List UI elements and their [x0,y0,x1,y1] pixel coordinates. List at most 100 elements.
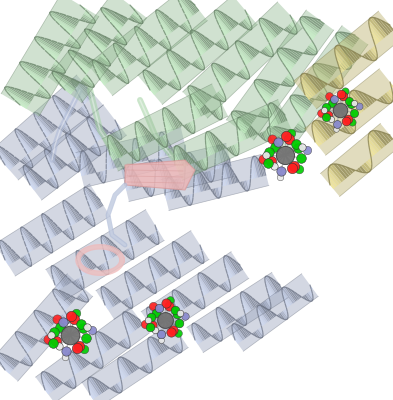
Polygon shape [258,306,270,321]
Polygon shape [22,236,32,252]
Polygon shape [153,184,155,188]
Polygon shape [163,110,173,131]
Polygon shape [321,90,329,97]
Polygon shape [137,139,143,162]
Polygon shape [293,128,300,132]
Point [338,91,344,97]
Polygon shape [84,12,93,18]
Polygon shape [72,371,75,376]
Polygon shape [242,316,246,323]
Polygon shape [345,57,351,63]
Polygon shape [131,164,132,168]
Polygon shape [79,277,84,285]
Point [172,307,178,313]
Polygon shape [259,133,264,140]
Polygon shape [48,120,57,129]
Polygon shape [266,288,272,297]
Polygon shape [163,108,174,130]
Polygon shape [97,48,103,53]
Polygon shape [336,45,353,65]
Point [147,314,154,320]
Polygon shape [97,196,103,206]
Polygon shape [241,42,256,57]
Polygon shape [149,160,151,164]
Polygon shape [163,135,167,145]
Polygon shape [197,58,204,68]
Polygon shape [237,122,245,140]
Polygon shape [157,138,162,145]
Polygon shape [52,266,66,287]
Polygon shape [89,126,100,141]
Polygon shape [102,245,110,260]
Point [163,300,169,306]
Polygon shape [36,112,54,132]
Polygon shape [48,315,56,322]
Polygon shape [120,72,129,83]
Polygon shape [151,282,156,291]
Polygon shape [265,308,274,318]
Polygon shape [126,171,130,190]
Polygon shape [390,82,393,88]
Polygon shape [28,93,35,96]
Point [275,139,281,145]
Polygon shape [185,21,191,28]
Polygon shape [303,16,321,30]
Polygon shape [158,138,164,147]
Polygon shape [100,172,104,183]
Polygon shape [49,178,57,188]
Polygon shape [114,244,121,254]
Polygon shape [133,276,142,289]
Polygon shape [156,10,174,31]
Polygon shape [222,37,228,44]
Polygon shape [96,172,98,176]
Polygon shape [260,80,277,91]
Point [152,327,158,333]
Polygon shape [57,157,66,167]
Polygon shape [72,81,89,101]
Polygon shape [6,150,18,163]
Polygon shape [130,296,132,300]
Polygon shape [80,293,88,302]
Polygon shape [125,250,131,259]
Polygon shape [172,113,180,128]
Polygon shape [90,214,94,221]
Polygon shape [176,76,178,80]
Polygon shape [166,179,172,199]
Point [326,93,332,100]
Polygon shape [127,297,133,306]
Polygon shape [303,90,310,100]
Polygon shape [145,364,152,372]
Polygon shape [162,40,171,50]
Polygon shape [192,328,201,343]
Polygon shape [367,95,375,103]
Polygon shape [3,256,9,266]
Polygon shape [144,127,153,141]
Polygon shape [345,124,354,134]
Polygon shape [167,50,185,70]
Polygon shape [351,50,360,59]
Polygon shape [297,123,306,131]
Polygon shape [117,75,123,82]
Polygon shape [257,307,268,323]
Polygon shape [96,359,103,368]
Polygon shape [107,149,112,169]
Polygon shape [370,48,377,58]
Polygon shape [173,299,181,312]
Polygon shape [161,154,269,210]
Polygon shape [312,132,322,145]
Polygon shape [112,386,119,393]
Polygon shape [239,317,246,325]
Polygon shape [99,357,103,363]
Polygon shape [266,284,273,296]
Polygon shape [146,285,151,292]
Polygon shape [134,10,138,15]
Polygon shape [56,105,68,119]
Polygon shape [174,315,179,324]
Polygon shape [140,182,143,187]
Polygon shape [188,252,193,258]
Polygon shape [227,274,318,351]
Polygon shape [59,302,66,310]
Polygon shape [67,228,74,239]
Polygon shape [231,72,236,76]
Polygon shape [257,329,263,338]
